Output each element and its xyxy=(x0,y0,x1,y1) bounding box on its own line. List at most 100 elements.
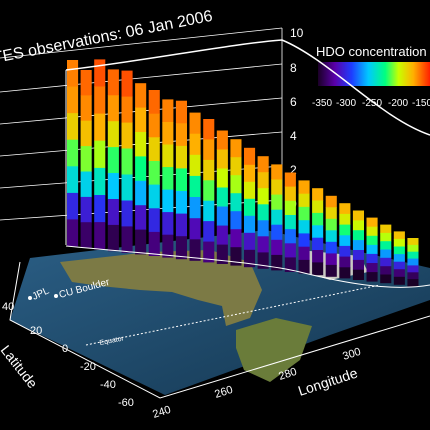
hdo-cell xyxy=(107,224,119,252)
hdo-cell xyxy=(284,257,296,272)
hdo-cell xyxy=(352,220,364,231)
hdo-cell xyxy=(80,70,92,96)
hdo-cell xyxy=(203,180,215,202)
hdo-cell xyxy=(339,224,351,236)
hdo-cell xyxy=(271,179,283,195)
hdo-cell xyxy=(67,60,79,87)
hdo-cell xyxy=(407,265,419,273)
hdo-cell xyxy=(257,220,269,237)
hdo-cell xyxy=(325,207,337,220)
hdo-cell xyxy=(162,99,174,123)
hdo-cell xyxy=(366,217,378,228)
hdo-cell xyxy=(244,181,256,200)
hdo-cell xyxy=(244,232,256,251)
hdo-cell xyxy=(380,241,392,250)
hdo-cell xyxy=(230,211,242,230)
hdo-cell xyxy=(230,175,242,194)
hdo-cell xyxy=(339,213,351,225)
hdo-cell xyxy=(148,208,160,233)
hdo-cell xyxy=(80,146,92,172)
hdo-cell xyxy=(148,90,160,115)
hdo-cell xyxy=(175,191,187,214)
hdo-cell xyxy=(380,249,392,259)
hdo-cell xyxy=(366,226,378,237)
hdo-cell xyxy=(189,112,201,135)
hdo-cell xyxy=(257,204,269,221)
latitude-tick: 0 xyxy=(62,343,68,355)
hdo-cell xyxy=(162,212,174,235)
hdo-cell xyxy=(67,139,79,167)
hdo-cell xyxy=(162,189,174,213)
hdo-cell xyxy=(80,171,92,198)
hdo-cell xyxy=(162,144,174,168)
hdo-cell xyxy=(407,238,419,246)
hdo-cell xyxy=(216,206,228,226)
hdo-cell xyxy=(393,276,405,285)
hdo-cell xyxy=(94,86,106,114)
colorbar-tick: -250 xyxy=(362,98,382,109)
hdo-cell xyxy=(135,156,147,182)
hdo-cell xyxy=(380,274,392,284)
hdo-cell xyxy=(162,234,174,258)
hdo-cell xyxy=(216,168,228,188)
hdo-cell xyxy=(203,200,215,222)
hdo-cell xyxy=(230,157,242,176)
hdo-cell xyxy=(271,164,283,180)
hdo-cell xyxy=(135,107,147,133)
hdo-cell xyxy=(162,167,174,190)
hdo-cell xyxy=(366,272,378,282)
hdo-cell xyxy=(67,192,79,220)
hdo-cell xyxy=(298,246,310,261)
hdo-cell xyxy=(407,251,419,259)
hdo-cell xyxy=(257,172,269,189)
hdo-cell xyxy=(94,195,106,223)
hdo-cell xyxy=(352,250,364,261)
hdo-cell xyxy=(312,237,324,251)
site-marker xyxy=(54,294,58,298)
hdo-cell xyxy=(189,218,201,240)
latitude-tick: -40 xyxy=(100,379,116,391)
hdo-cell xyxy=(148,231,160,256)
hdo-cell xyxy=(366,263,378,273)
hdo-cell xyxy=(175,168,187,192)
hdo-cell xyxy=(257,252,269,269)
hdo-cell xyxy=(271,254,283,271)
hdo-cell xyxy=(325,241,337,254)
hdo-cell xyxy=(107,95,119,122)
hdo-cell xyxy=(94,113,106,142)
hdo-cell xyxy=(94,59,106,87)
land-south-america xyxy=(236,318,312,382)
hdo-cell xyxy=(244,215,256,234)
hdo-cell xyxy=(121,174,133,201)
hdo-cell xyxy=(121,200,133,227)
hdo-cell xyxy=(80,120,92,147)
colorbar-ticks: -350 -300 -250 -200 -150 xyxy=(312,98,430,109)
colorbar-tick: -300 xyxy=(336,98,356,109)
hdo-cell xyxy=(271,209,283,226)
hdo-cell xyxy=(148,113,160,138)
hdo-cell xyxy=(298,233,310,248)
altitude-tick: 10 xyxy=(290,26,304,40)
altitude-tick: 8 xyxy=(290,61,297,75)
hdo-cell xyxy=(203,241,215,263)
hdo-cell xyxy=(107,147,119,174)
hdo-cell xyxy=(393,261,405,270)
hdo-cell xyxy=(230,247,242,266)
hdo-cell xyxy=(271,224,283,241)
hdo-cell xyxy=(94,222,106,250)
hdo-cell xyxy=(284,229,296,244)
hdo-cell xyxy=(407,279,419,287)
hdo-cell xyxy=(135,132,147,157)
hdo-cell xyxy=(257,188,269,205)
hdo-cell xyxy=(352,259,364,271)
hdo-cell xyxy=(244,147,256,166)
hdo-cell xyxy=(312,212,324,226)
hdo-cell xyxy=(148,161,160,186)
hdo-cell xyxy=(298,259,310,274)
hdo-cell xyxy=(230,139,242,158)
hdo-cell xyxy=(67,219,79,247)
hdo-cell xyxy=(107,173,119,200)
hdo-cell xyxy=(94,140,106,169)
curtain-base-curve xyxy=(65,245,430,288)
hdo-cell xyxy=(325,253,337,266)
